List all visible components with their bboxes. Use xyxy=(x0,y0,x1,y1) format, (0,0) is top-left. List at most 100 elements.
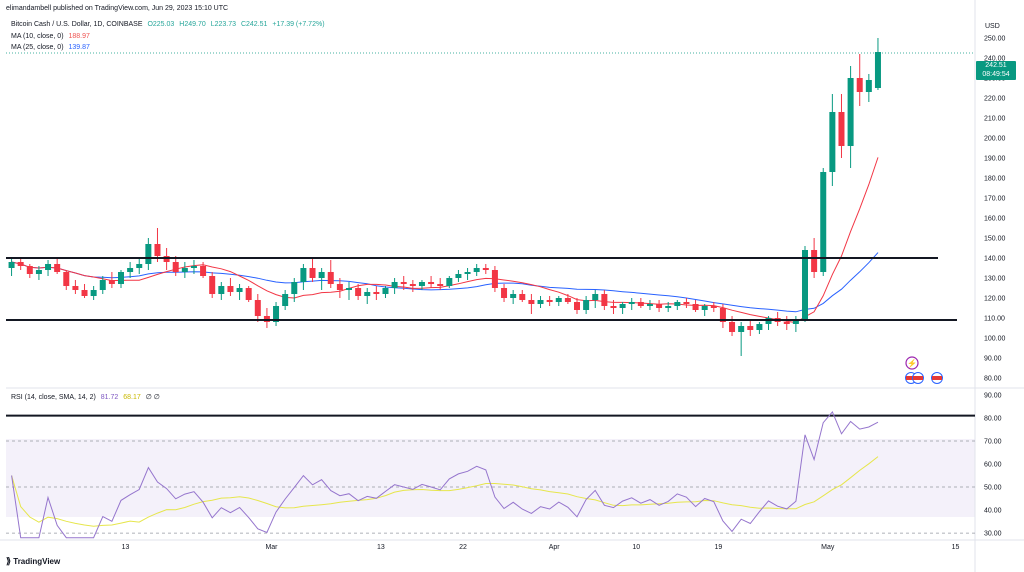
ma25-legend[interactable]: MA (25, close, 0) 139.87 xyxy=(11,43,93,52)
event-flash-glyph: ⚡ xyxy=(907,358,917,368)
candle-body[interactable] xyxy=(491,270,498,288)
candle-body[interactable] xyxy=(592,294,599,300)
candle-body[interactable] xyxy=(108,280,115,284)
candle-body[interactable] xyxy=(391,282,398,288)
candle-body[interactable] xyxy=(719,308,726,322)
candle-body[interactable] xyxy=(409,284,416,286)
candle-body[interactable] xyxy=(783,322,790,324)
candle-body[interactable] xyxy=(218,286,225,294)
candle-body[interactable] xyxy=(710,306,717,308)
candle-body[interactable] xyxy=(583,300,590,310)
candle-body[interactable] xyxy=(273,306,280,322)
candle-body[interactable] xyxy=(8,262,15,268)
candle-body[interactable] xyxy=(136,264,143,268)
candle-body[interactable] xyxy=(528,300,535,304)
candle-body[interactable] xyxy=(127,268,134,272)
candle-body[interactable] xyxy=(446,278,453,286)
candle-body[interactable] xyxy=(209,276,216,294)
candle-body[interactable] xyxy=(309,268,316,278)
candle-body[interactable] xyxy=(145,244,152,264)
candle-body[interactable] xyxy=(364,292,371,296)
candle-body[interactable] xyxy=(35,270,42,274)
candle-body[interactable] xyxy=(437,284,444,286)
event-flash-icon[interactable] xyxy=(905,356,919,370)
candle-body[interactable] xyxy=(236,288,243,292)
candle-body[interactable] xyxy=(200,266,207,276)
candle-body[interactable] xyxy=(856,78,863,92)
candle-body[interactable] xyxy=(865,80,872,92)
candle-body[interactable] xyxy=(17,262,24,266)
candle-body[interactable] xyxy=(254,300,261,316)
candle-body[interactable] xyxy=(26,266,33,274)
candle-body[interactable] xyxy=(847,78,854,146)
candle-body[interactable] xyxy=(646,304,653,306)
candle-body[interactable] xyxy=(802,250,808,320)
candle-body[interactable] xyxy=(555,298,562,302)
candle-body[interactable] xyxy=(45,264,52,270)
tradingview-logo[interactable]: ⟫ TradingView xyxy=(6,556,60,567)
candle-body[interactable] xyxy=(519,294,526,300)
candle-body[interactable] xyxy=(346,288,352,290)
candle-body[interactable] xyxy=(418,282,425,286)
candle-body[interactable] xyxy=(227,286,234,292)
candle-body[interactable] xyxy=(637,302,644,306)
candle-body[interactable] xyxy=(747,326,754,330)
candle-body[interactable] xyxy=(455,274,462,278)
candle-body[interactable] xyxy=(501,288,508,298)
candle-body[interactable] xyxy=(90,290,97,296)
candle-body[interactable] xyxy=(829,112,836,172)
candle-body[interactable] xyxy=(692,304,699,310)
candle-body[interactable] xyxy=(574,302,580,310)
candle-body[interactable] xyxy=(838,112,845,146)
candle-body[interactable] xyxy=(318,272,325,278)
candle-body[interactable] xyxy=(54,264,61,272)
candle-body[interactable] xyxy=(610,306,617,308)
candle-body[interactable] xyxy=(81,290,88,296)
candle-body[interactable] xyxy=(820,172,827,272)
candle-body[interactable] xyxy=(619,304,626,308)
candle-body[interactable] xyxy=(118,272,124,284)
candle-body[interactable] xyxy=(756,324,763,330)
rsi-legend[interactable]: RSI (14, close, SMA, 14, 2) 81.72 68.17 … xyxy=(11,393,163,402)
candle-body[interactable] xyxy=(628,302,635,304)
candle-body[interactable] xyxy=(874,52,881,88)
candle-body[interactable] xyxy=(245,288,252,300)
candle-body[interactable] xyxy=(674,302,681,306)
candle-body[interactable] xyxy=(336,284,343,290)
candle-body[interactable] xyxy=(154,244,161,256)
candle-body[interactable] xyxy=(382,288,389,294)
candle-body[interactable] xyxy=(665,306,672,308)
candle-body[interactable] xyxy=(400,282,407,284)
candle-body[interactable] xyxy=(282,294,289,306)
candle-body[interactable] xyxy=(473,268,480,272)
candle-body[interactable] xyxy=(72,286,79,290)
candle-body[interactable] xyxy=(327,272,334,284)
candle-body[interactable] xyxy=(99,280,106,290)
candle-body[interactable] xyxy=(373,292,380,294)
candle-body[interactable] xyxy=(181,268,188,272)
candle-body[interactable] xyxy=(537,300,544,304)
candle-body[interactable] xyxy=(190,266,197,268)
candle-body[interactable] xyxy=(510,294,517,298)
candle-body[interactable] xyxy=(683,302,690,304)
candle-body[interactable] xyxy=(811,250,818,272)
candle-body[interactable] xyxy=(792,320,799,324)
candle-body[interactable] xyxy=(482,268,489,270)
candle-body[interactable] xyxy=(701,306,708,310)
candle-body[interactable] xyxy=(601,294,608,306)
candle-body[interactable] xyxy=(464,272,471,274)
time-tick-label: 13 xyxy=(377,544,385,551)
candle-body[interactable] xyxy=(355,288,362,296)
candle-body[interactable] xyxy=(172,262,179,272)
candle-body[interactable] xyxy=(564,298,571,302)
candle-body[interactable] xyxy=(300,268,307,282)
candle-body[interactable] xyxy=(738,326,745,332)
candle-body[interactable] xyxy=(428,282,435,284)
candle-body[interactable] xyxy=(729,322,736,332)
candle-body[interactable] xyxy=(291,282,298,294)
candle-body[interactable] xyxy=(656,304,663,308)
ma10-legend[interactable]: MA (10, close, 0) 188.97 xyxy=(11,32,93,41)
candle-body[interactable] xyxy=(546,300,553,302)
candle-body[interactable] xyxy=(63,272,70,286)
